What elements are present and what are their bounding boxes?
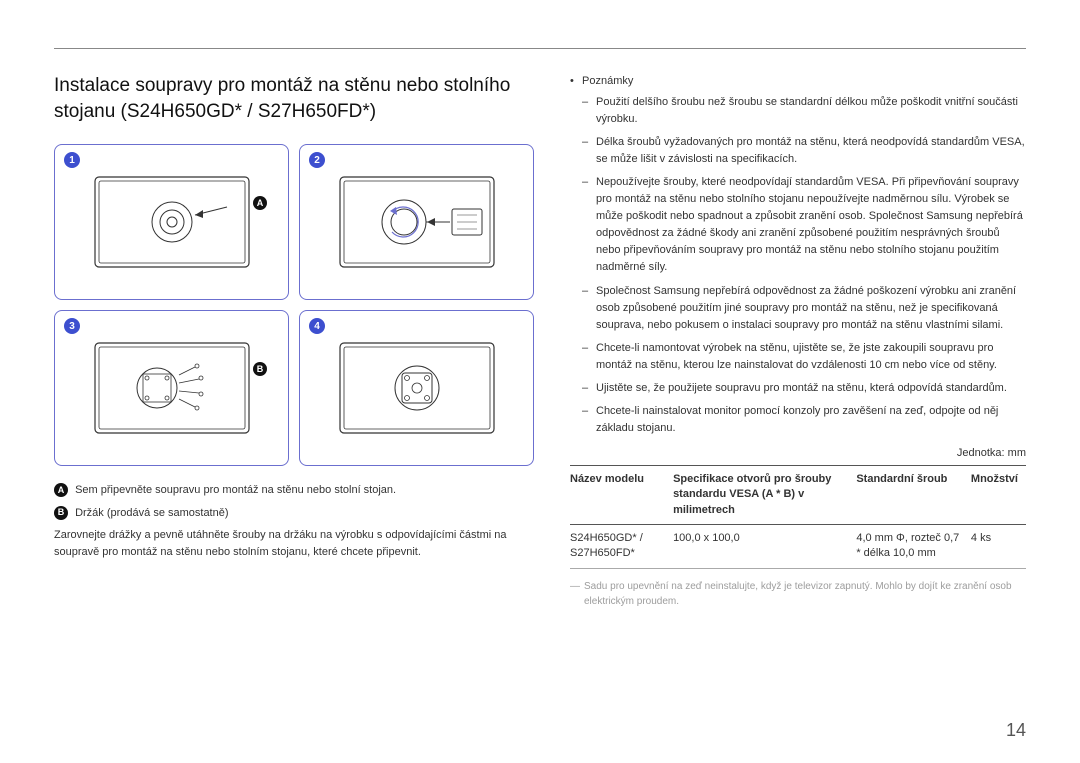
diagram-box-4 — [299, 310, 534, 466]
notes-sub-list: Použití delšího šroubu než šroubu se sta… — [582, 94, 1026, 437]
legend-badge-a: A — [54, 483, 68, 497]
td-qty: 4 ks — [971, 525, 1026, 569]
diagram-box-3 — [54, 310, 289, 466]
td-model: S24H650GD* / S27H650FD* — [570, 525, 673, 569]
diagram-cell-4: 4 — [299, 310, 534, 466]
legend-badge-b: B — [54, 506, 68, 520]
note-item: Délka šroubů vyžadovaných pro montáž na … — [582, 134, 1026, 168]
vesa-table: Název modelu Specifikace otvorů pro šrou… — [570, 465, 1026, 569]
th-qty: Množství — [971, 465, 1026, 524]
table-row: S24H650GD* / S27H650FD* 100,0 x 100,0 4,… — [570, 525, 1026, 569]
td-screw: 4,0 mm Φ, rozteč 0,7 * délka 10,0 mm — [856, 525, 971, 569]
diagram-cell-3: 3 — [54, 310, 289, 466]
monitor-bracket-icon — [332, 167, 502, 277]
diagram-cell-1: 1 A — [54, 144, 289, 300]
th-vesa: Specifikace otvorů pro šrouby standardu … — [673, 465, 856, 524]
notes-list: Poznámky Použití delšího šroubu než šrou… — [570, 73, 1026, 437]
right-column: Poznámky Použití delšího šroubu než šrou… — [570, 73, 1026, 609]
legend-text-b: Držák (prodává se samostatně) — [75, 507, 228, 519]
page-number: 14 — [1006, 720, 1026, 741]
monitor-screws-icon — [87, 333, 257, 443]
monitor-back-icon — [87, 167, 257, 277]
th-model: Název modelu — [570, 465, 673, 524]
legend-text-a: Sem připevněte soupravu pro montáž na st… — [75, 484, 396, 496]
diagram-box-1 — [54, 144, 289, 300]
diagram-box-2 — [299, 144, 534, 300]
unit-label: Jednotka: mm — [570, 447, 1026, 459]
notes-header: Poznámky Použití delšího šroubu než šrou… — [570, 73, 1026, 437]
legend-b: B Držák (prodává se samostatně) — [54, 505, 534, 522]
diagram-cell-2: 2 — [299, 144, 534, 300]
note-item: Nepoužívejte šrouby, které neodpovídají … — [582, 174, 1026, 276]
note-item: Chcete-li namontovat výrobek na stěnu, u… — [582, 340, 1026, 374]
td-vesa: 100,0 x 100,0 — [673, 525, 856, 569]
note-item: Použití delšího šroubu než šroubu se sta… — [582, 94, 1026, 128]
table-header-row: Název modelu Specifikace otvorů pro šrou… — [570, 465, 1026, 524]
footnote: Sadu pro upevnění na zeď neinstalujte, k… — [570, 579, 1026, 609]
two-column-layout: Instalace soupravy pro montáž na stěnu n… — [54, 73, 1026, 609]
legend-a: A Sem připevněte soupravu pro montáž na … — [54, 482, 534, 499]
notes-label: Poznámky — [582, 75, 633, 87]
left-body-text: Zarovnejte drážky a pevně utáhněte šroub… — [54, 527, 534, 561]
monitor-mounted-icon — [332, 333, 502, 443]
th-screw: Standardní šroub — [856, 465, 971, 524]
note-item: Společnost Samsung nepřebírá odpovědnost… — [582, 283, 1026, 334]
page-title: Instalace soupravy pro montáž na stěnu n… — [54, 73, 534, 124]
page-top-rule — [54, 48, 1026, 49]
note-item: Chcete-li nainstalovat monitor pomocí ko… — [582, 403, 1026, 437]
note-item: Ujistěte se, že použijete soupravu pro m… — [582, 380, 1026, 397]
left-column: Instalace soupravy pro montáž na stěnu n… — [54, 73, 534, 609]
diagram-grid: 1 A 2 — [54, 144, 534, 466]
